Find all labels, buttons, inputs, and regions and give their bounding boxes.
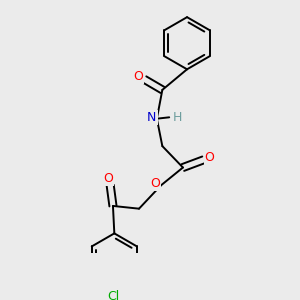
Text: O: O: [150, 177, 160, 190]
Text: O: O: [133, 70, 143, 83]
Text: N: N: [147, 111, 157, 124]
Text: Cl: Cl: [107, 290, 119, 300]
Text: O: O: [205, 151, 214, 164]
Text: H: H: [173, 111, 182, 124]
Text: O: O: [103, 172, 113, 185]
